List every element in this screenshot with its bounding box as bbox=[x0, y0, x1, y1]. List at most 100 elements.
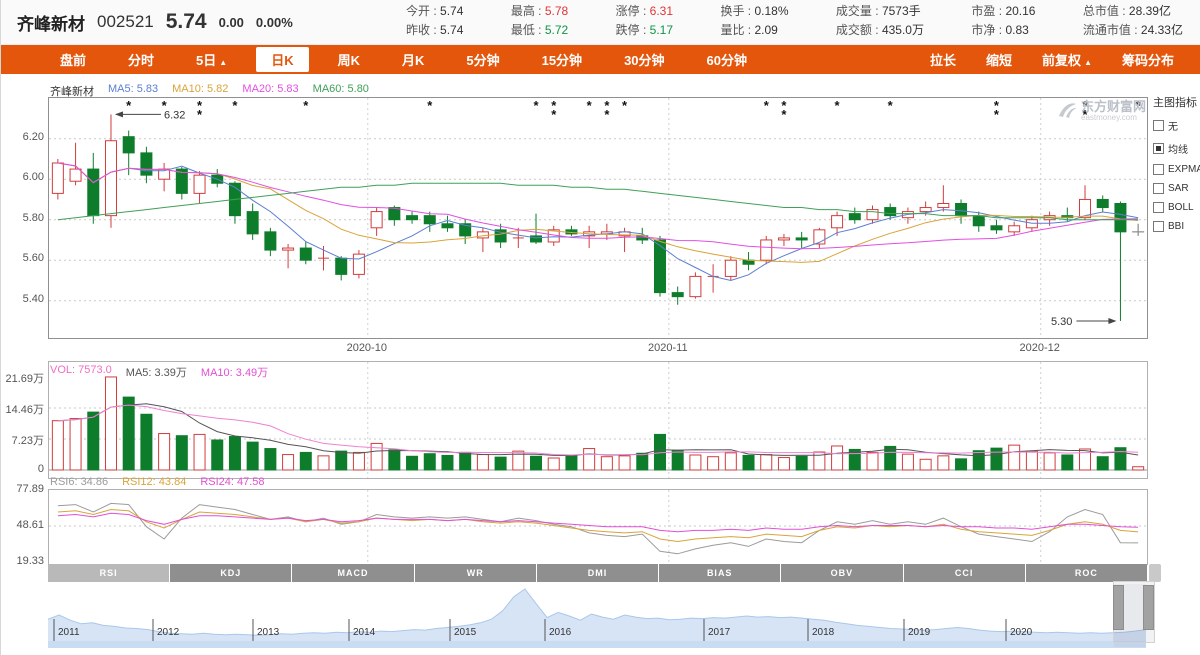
stat-pb-value: 0.83 bbox=[1005, 23, 1029, 37]
stat-prev-close-value: 5.74 bbox=[440, 23, 464, 37]
nav-tab-15min[interactable]: 15分钟 bbox=[541, 53, 583, 68]
main-chart-canvas[interactable]: * * *** * * * *** *** * *** * *****6.325.30 bbox=[48, 97, 1148, 339]
nav-tab-30min[interactable]: 30分钟 bbox=[624, 53, 665, 68]
legend-rsi12: RSI12: 43.84 bbox=[122, 476, 187, 488]
sidebar-option-expma[interactable]: EXPMA bbox=[1153, 164, 1200, 175]
stat-volume: 成交量7573手 bbox=[836, 3, 924, 20]
svg-text:*: * bbox=[1136, 98, 1142, 113]
svg-text:*: * bbox=[126, 98, 132, 113]
stock-summary: 齐峰新材 002521 5.74 0.00 0.00% bbox=[17, 0, 293, 44]
nav-tab-5day[interactable]: 5日 ▲ bbox=[196, 53, 228, 68]
rsi-y-tick: 48.61 bbox=[16, 518, 44, 531]
main-y-tick: 6.20 bbox=[22, 130, 44, 143]
svg-text:*: * bbox=[604, 107, 610, 122]
stat-volume-label: 成交量 bbox=[836, 4, 882, 18]
indicator-tab-bias[interactable]: BIAS bbox=[659, 564, 782, 582]
indicator-scrollbar-thumb[interactable] bbox=[1149, 564, 1161, 582]
timeline-slider-left-handle[interactable] bbox=[1113, 585, 1124, 630]
sidebar-option-ma[interactable]: 均线 bbox=[1153, 141, 1200, 156]
sidebar-option-none[interactable]: 无 bbox=[1153, 118, 1200, 133]
volume-chart-canvas[interactable] bbox=[48, 361, 1148, 479]
stat-market-cap-value: 28.39亿 bbox=[1128, 4, 1171, 18]
stat-volume-ratio-value: 2.09 bbox=[754, 23, 778, 37]
stat-limit-up: 涨停6.31 bbox=[616, 3, 673, 20]
stock-code: 002521 bbox=[97, 12, 154, 31]
legend-ma60: MA60: 5.80 bbox=[312, 83, 369, 95]
main-x-tick: 2020-10 bbox=[346, 342, 387, 354]
indicator-tab-roc[interactable]: ROC bbox=[1025, 564, 1147, 582]
nav-link-stretch[interactable]: 拉长 bbox=[930, 53, 957, 68]
legend-vol: VOL: 7573.0 bbox=[50, 364, 112, 376]
nav-tab-pre-market[interactable]: 盘前 bbox=[60, 53, 87, 68]
svg-text:6.32: 6.32 bbox=[164, 109, 185, 121]
svg-text:2011: 2011 bbox=[58, 627, 80, 638]
stat-pe-label: 市盈 bbox=[971, 4, 1005, 18]
checkbox-icon bbox=[1153, 164, 1164, 175]
svg-text:*: * bbox=[587, 98, 593, 113]
nav-tab-minute[interactable]: 分时 bbox=[128, 53, 155, 68]
nav-tab-weekly-k[interactable]: 周K bbox=[337, 53, 360, 68]
stock-name: 齐峰新材 bbox=[17, 14, 85, 34]
volume-y-tick: 14.46万 bbox=[5, 403, 44, 416]
period-nav-bar: 盘前 分时 5日 ▲ 日K 周K 月K 5分钟 15分钟 30分钟 60分钟 拉长 缩短 前复权 ▲ 筹码分… bbox=[1, 45, 1200, 74]
stat-column: 总市值28.39亿流通市值24.33亿 bbox=[1083, 3, 1183, 39]
timeline-canvas[interactable]: 2011 2012 2013 2014 2015 2016 2017 2018 2019 2020 bbox=[48, 583, 1146, 648]
sidebar-option-bbi[interactable]: BBI bbox=[1153, 221, 1200, 232]
stock-price: 5.74 bbox=[165, 10, 207, 33]
rsi-legend: RSI6: 34.86 RSI12: 43.84 RSI24: 47.58 bbox=[50, 476, 265, 488]
indicator-tab-rsi[interactable]: RSI bbox=[48, 564, 171, 582]
nav-tools: 拉长 缩短 前复权 ▲ 筹码分布 bbox=[915, 50, 1200, 69]
nav-tab-daily-k[interactable]: 日K bbox=[256, 47, 309, 72]
stat-low-value: 5.72 bbox=[544, 23, 569, 37]
svg-text:*: * bbox=[888, 98, 894, 113]
volume-y-tick: 7.23万 bbox=[11, 434, 44, 447]
stat-market-cap: 总市值28.39亿 bbox=[1083, 3, 1183, 20]
rsi-chart-canvas[interactable] bbox=[48, 489, 1148, 565]
nav-link-forward-adjust[interactable]: 前复权 ▲ bbox=[1042, 53, 1092, 68]
stock-header: 齐峰新材 002521 5.74 0.00 0.00% 今开5.74昨收5.74… bbox=[1, 0, 1200, 45]
nav-tab-5min[interactable]: 5分钟 bbox=[466, 53, 500, 68]
stat-pe: 市盈20.16 bbox=[971, 3, 1035, 20]
chevron-up-icon: ▲ bbox=[219, 58, 228, 67]
stat-column: 成交量7573手成交额435.0万 bbox=[836, 3, 924, 39]
indicator-tab-wr[interactable]: WR bbox=[414, 564, 537, 582]
indicator-tab-obv[interactable]: OBV bbox=[781, 564, 904, 582]
stat-open-value: 5.74 bbox=[440, 4, 464, 18]
nav-tab-monthly-k[interactable]: 月K bbox=[401, 53, 425, 68]
timeline-slider-right-handle[interactable] bbox=[1143, 585, 1154, 630]
sidebar-option-label: 无 bbox=[1168, 122, 1178, 133]
stat-turnover: 换手0.18% bbox=[720, 3, 788, 20]
nav-tab-60min[interactable]: 60分钟 bbox=[706, 53, 747, 68]
svg-text:2019: 2019 bbox=[908, 627, 931, 638]
legend-title: 齐峰新材 bbox=[50, 86, 94, 98]
stat-float-cap: 流通市值24.33亿 bbox=[1083, 22, 1183, 39]
period-tabs: 盘前 分时 5日 ▲ 日K 周K 月K 5分钟 15分钟 30分钟 60分钟 bbox=[1, 47, 768, 72]
nav-link-chip-distribution[interactable]: 筹码分布 bbox=[1121, 53, 1174, 68]
stat-limit-down-label: 跌停 bbox=[616, 23, 650, 37]
indicator-tab-dmi[interactable]: DMI bbox=[536, 564, 660, 582]
sidebar-option-sar[interactable]: SAR bbox=[1153, 183, 1200, 194]
stat-prev-close: 昨收5.74 bbox=[406, 22, 463, 39]
indicator-tab-macd[interactable]: MACD bbox=[292, 564, 415, 582]
indicator-tab-kdj[interactable]: KDJ bbox=[170, 564, 293, 582]
svg-text:*: * bbox=[197, 107, 203, 122]
rsi-y-tick: 77.89 bbox=[16, 483, 44, 495]
main-chart-legend: 齐峰新材 MA5: 5.83 MA10: 5.82 MA20: 5.83 MA60: 5… bbox=[50, 83, 369, 99]
svg-text:*: * bbox=[781, 107, 787, 122]
legend-vol-ma5: MA5: 3.39万 bbox=[125, 367, 187, 379]
nav-link-shrink[interactable]: 缩短 bbox=[986, 53, 1013, 68]
sidebar-option-boll[interactable]: BOLL bbox=[1153, 202, 1200, 213]
sidebar-option-label: EXPMA bbox=[1168, 164, 1200, 175]
stat-high-value: 5.78 bbox=[544, 4, 569, 18]
svg-text:*: * bbox=[781, 98, 787, 113]
legend-vol-ma10: MA10: 3.49万 bbox=[200, 367, 269, 379]
svg-text:2016: 2016 bbox=[549, 627, 572, 638]
sidebar-option-label: SAR bbox=[1168, 183, 1189, 194]
svg-text:2012: 2012 bbox=[157, 627, 180, 638]
svg-text:2020: 2020 bbox=[1010, 627, 1033, 638]
indicator-tab-cci[interactable]: CCI bbox=[903, 564, 1026, 582]
legend-rsi6: RSI6: 34.86 bbox=[50, 476, 109, 488]
stat-amount-value: 435.0万 bbox=[881, 23, 924, 37]
stat-volume-ratio-label: 量比 bbox=[720, 23, 754, 37]
